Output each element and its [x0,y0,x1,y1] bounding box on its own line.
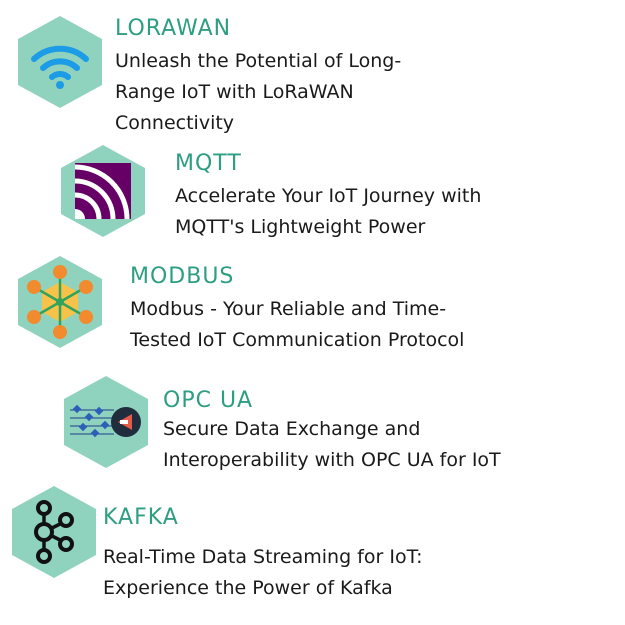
hexagon-badge [6,484,102,580]
protocol-description: Real-Time Data Streaming for IoT: Experi… [103,542,423,604]
protocol-title: MODBUS [130,264,235,289]
hexagon-badge [12,254,108,350]
hexagon-badge [58,374,154,470]
protocol-description: Modbus - Your Reliable and Time- Tested … [130,294,464,356]
description-line: Range IoT with LoRaWAN [115,81,354,103]
mqtt-logo-icon [74,163,131,220]
description-line: Interoperability with OPC UA for IoT [163,449,501,471]
description-line: Accelerate Your IoT Journey with [175,185,482,207]
description-line: Connectivity [115,112,235,134]
network-node-icon [27,265,93,339]
protocol-description: Secure Data Exchange and Interoperabilit… [163,414,501,476]
protocol-title: OPC UA [163,388,254,413]
protocol-title: MQTT [175,151,242,176]
hexagon-badge [55,143,151,239]
protocol-description: Accelerate Your IoT Journey with MQTT's … [175,181,481,243]
description-line: Unleash the Potential of Long- [115,50,402,72]
protocol-title: KAFKA [103,505,179,530]
description-line: Tested IoT Communication Protocol [130,329,465,351]
description-line: MQTT's Lightweight Power [175,216,426,238]
data-transfer-icon [70,404,141,438]
description-line: Experience the Power of Kafka [103,577,393,599]
description-line: Secure Data Exchange and [163,418,421,440]
hexagon-badge [12,14,108,110]
protocol-title: LORAWAN [115,16,232,41]
description-line: Modbus - Your Reliable and Time- [130,298,447,320]
description-line: Real-Time Data Streaming for IoT: [103,546,423,568]
protocol-description: Unleash the Potential of Long- Range IoT… [115,46,401,139]
kafka-logo-icon [34,500,74,564]
wifi-icon [31,45,89,89]
